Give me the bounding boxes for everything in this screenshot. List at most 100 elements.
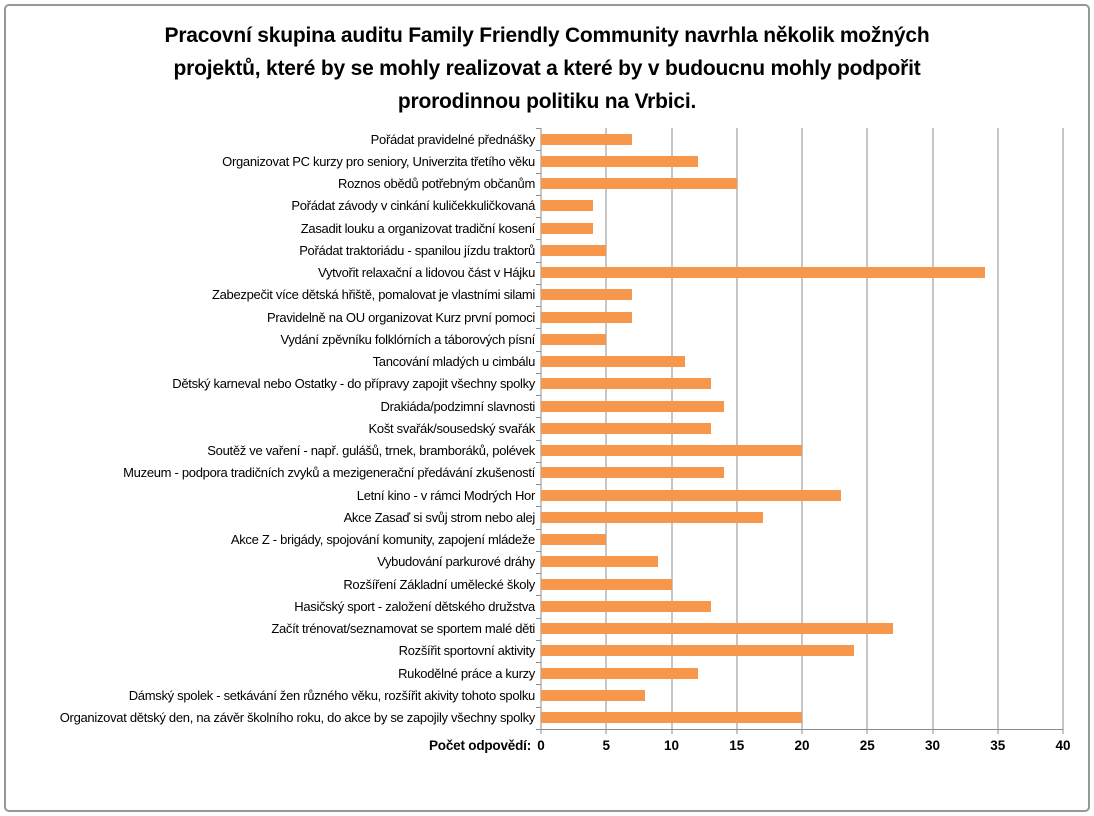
bar — [541, 400, 724, 412]
bar-row — [541, 506, 1063, 528]
bar-row — [541, 440, 1063, 462]
category-axis: Pořádat pravidelné přednášky Organizovat … — [6, 128, 541, 730]
bar — [541, 200, 594, 212]
bar-row — [541, 640, 1063, 662]
category-label: Akce Z - brigády, spojování komunity, za… — [230, 532, 535, 548]
bar-row — [541, 484, 1063, 506]
category-tick-mark — [536, 461, 541, 463]
bar-row — [541, 306, 1063, 328]
x-tick-mark — [932, 729, 933, 734]
category-tick-mark — [536, 617, 541, 619]
bar-row — [541, 239, 1063, 261]
bar-row — [541, 128, 1063, 150]
category-tick-mark — [536, 506, 541, 508]
bar — [541, 422, 711, 434]
category-label: Vybudování parkurové dráhy — [377, 554, 535, 570]
x-tick-mark — [866, 729, 868, 734]
bar-row — [541, 262, 1063, 284]
bar — [541, 133, 633, 145]
category-label: Rozšířit sportovní aktivity — [398, 643, 536, 659]
bar-row — [541, 595, 1063, 617]
x-tick-label: 40 — [1055, 738, 1071, 753]
x-tick-label: 35 — [990, 738, 1006, 753]
x-tick-label: 15 — [729, 738, 745, 753]
bar — [541, 178, 737, 190]
category-tick-mark — [536, 662, 541, 664]
gridline — [1062, 128, 1064, 729]
x-tick-mark — [997, 729, 999, 734]
category-label: Dámský spolek - setkávání žen různého vě… — [128, 687, 536, 703]
bar-row — [541, 328, 1063, 350]
bar — [541, 712, 802, 724]
category-tick-mark — [536, 150, 541, 152]
category-label: Košt svařák/sousedský svařák — [368, 420, 536, 436]
bar — [541, 667, 698, 679]
category-tick-mark — [536, 439, 541, 441]
category-label: Drakiáda/podzimní slavnosti — [380, 398, 536, 414]
bar — [541, 333, 607, 345]
category-tick-mark — [536, 372, 541, 374]
category-tick-mark — [536, 729, 541, 730]
x-tick-label: 30 — [924, 738, 941, 753]
chart-title-line: prorodinnou politiku na Vrbici. — [397, 90, 697, 113]
category-label: Vydání zpěvníku folklórních a táborových… — [280, 331, 535, 347]
x-tick-mark — [736, 729, 738, 734]
category-label: Vytvořit relaxační a lidovou část v Hájk… — [318, 265, 535, 281]
bar — [541, 645, 855, 657]
category-tick-mark — [536, 417, 541, 419]
bar — [541, 534, 607, 546]
x-tick-mark — [540, 729, 542, 734]
bar — [541, 222, 594, 234]
bar — [541, 289, 633, 301]
bar-row — [541, 662, 1063, 684]
category-label: Letní kino - v rámci Modrých Hor — [356, 487, 536, 503]
x-axis: Počet odpovědí: 0 5 10 15 20 25 30 35 40 — [6, 730, 1088, 760]
category-label: Začít trénovat/seznamovat se sportem mal… — [271, 621, 535, 637]
bar-row — [541, 373, 1063, 395]
category-tick-mark — [536, 706, 541, 708]
category-label: Pořádat traktoriádu - spanilou jízdu tra… — [299, 242, 535, 258]
bar-row — [541, 173, 1063, 195]
x-tick-label: 10 — [663, 738, 680, 753]
x-tick-mark — [605, 729, 607, 734]
category-tick-mark — [536, 550, 541, 552]
bar-row — [541, 195, 1063, 217]
category-tick-mark — [536, 350, 541, 352]
bar — [541, 311, 633, 323]
category-label: Muzeum - podpora tradičních zvyků a mezi… — [123, 465, 535, 481]
gridline — [997, 128, 999, 729]
category-tick-mark — [536, 328, 541, 330]
chart-title: Pracovní skupina auditu Family Friendly … — [97, 19, 997, 118]
bar — [541, 511, 763, 523]
bar-row — [541, 150, 1063, 172]
x-tick-label: 0 — [537, 738, 545, 753]
category-label: Dětský karneval nebo Ostatky - do přípra… — [172, 376, 535, 392]
bar — [541, 267, 985, 279]
category-tick-mark — [536, 172, 541, 174]
plot-area — [536, 128, 1064, 734]
bar-row — [541, 462, 1063, 484]
category-label: Pravidelně na OU organizovat Kurz první … — [266, 309, 535, 325]
bar-row — [541, 351, 1063, 373]
gridline — [736, 128, 738, 729]
bar — [541, 378, 711, 390]
bar-row — [541, 217, 1063, 239]
category-tick-mark — [536, 484, 541, 486]
x-tick-mark — [1062, 729, 1064, 734]
category-tick-mark — [536, 194, 541, 196]
bar — [541, 556, 659, 568]
category-label: Soutěž ve vaření - např. gulášů, trnek, … — [207, 443, 535, 459]
category-tick-mark — [536, 573, 541, 575]
category-label: Pořádat pravidelné přednášky — [370, 131, 536, 147]
bar — [541, 600, 711, 612]
category-label: Zasadit louku a organizovat tradiční kos… — [300, 220, 536, 236]
bar — [541, 489, 842, 501]
category-label: Zabezpečit více dětská hřiště, pomalovat… — [211, 287, 535, 303]
x-tick-label: 20 — [794, 738, 810, 753]
x-tick-label: 25 — [859, 738, 875, 753]
gridline — [932, 128, 933, 729]
category-tick-mark — [536, 639, 541, 641]
bar — [541, 155, 698, 167]
category-label: Organizovat PC kurzy pro seniory, Univer… — [222, 153, 535, 169]
